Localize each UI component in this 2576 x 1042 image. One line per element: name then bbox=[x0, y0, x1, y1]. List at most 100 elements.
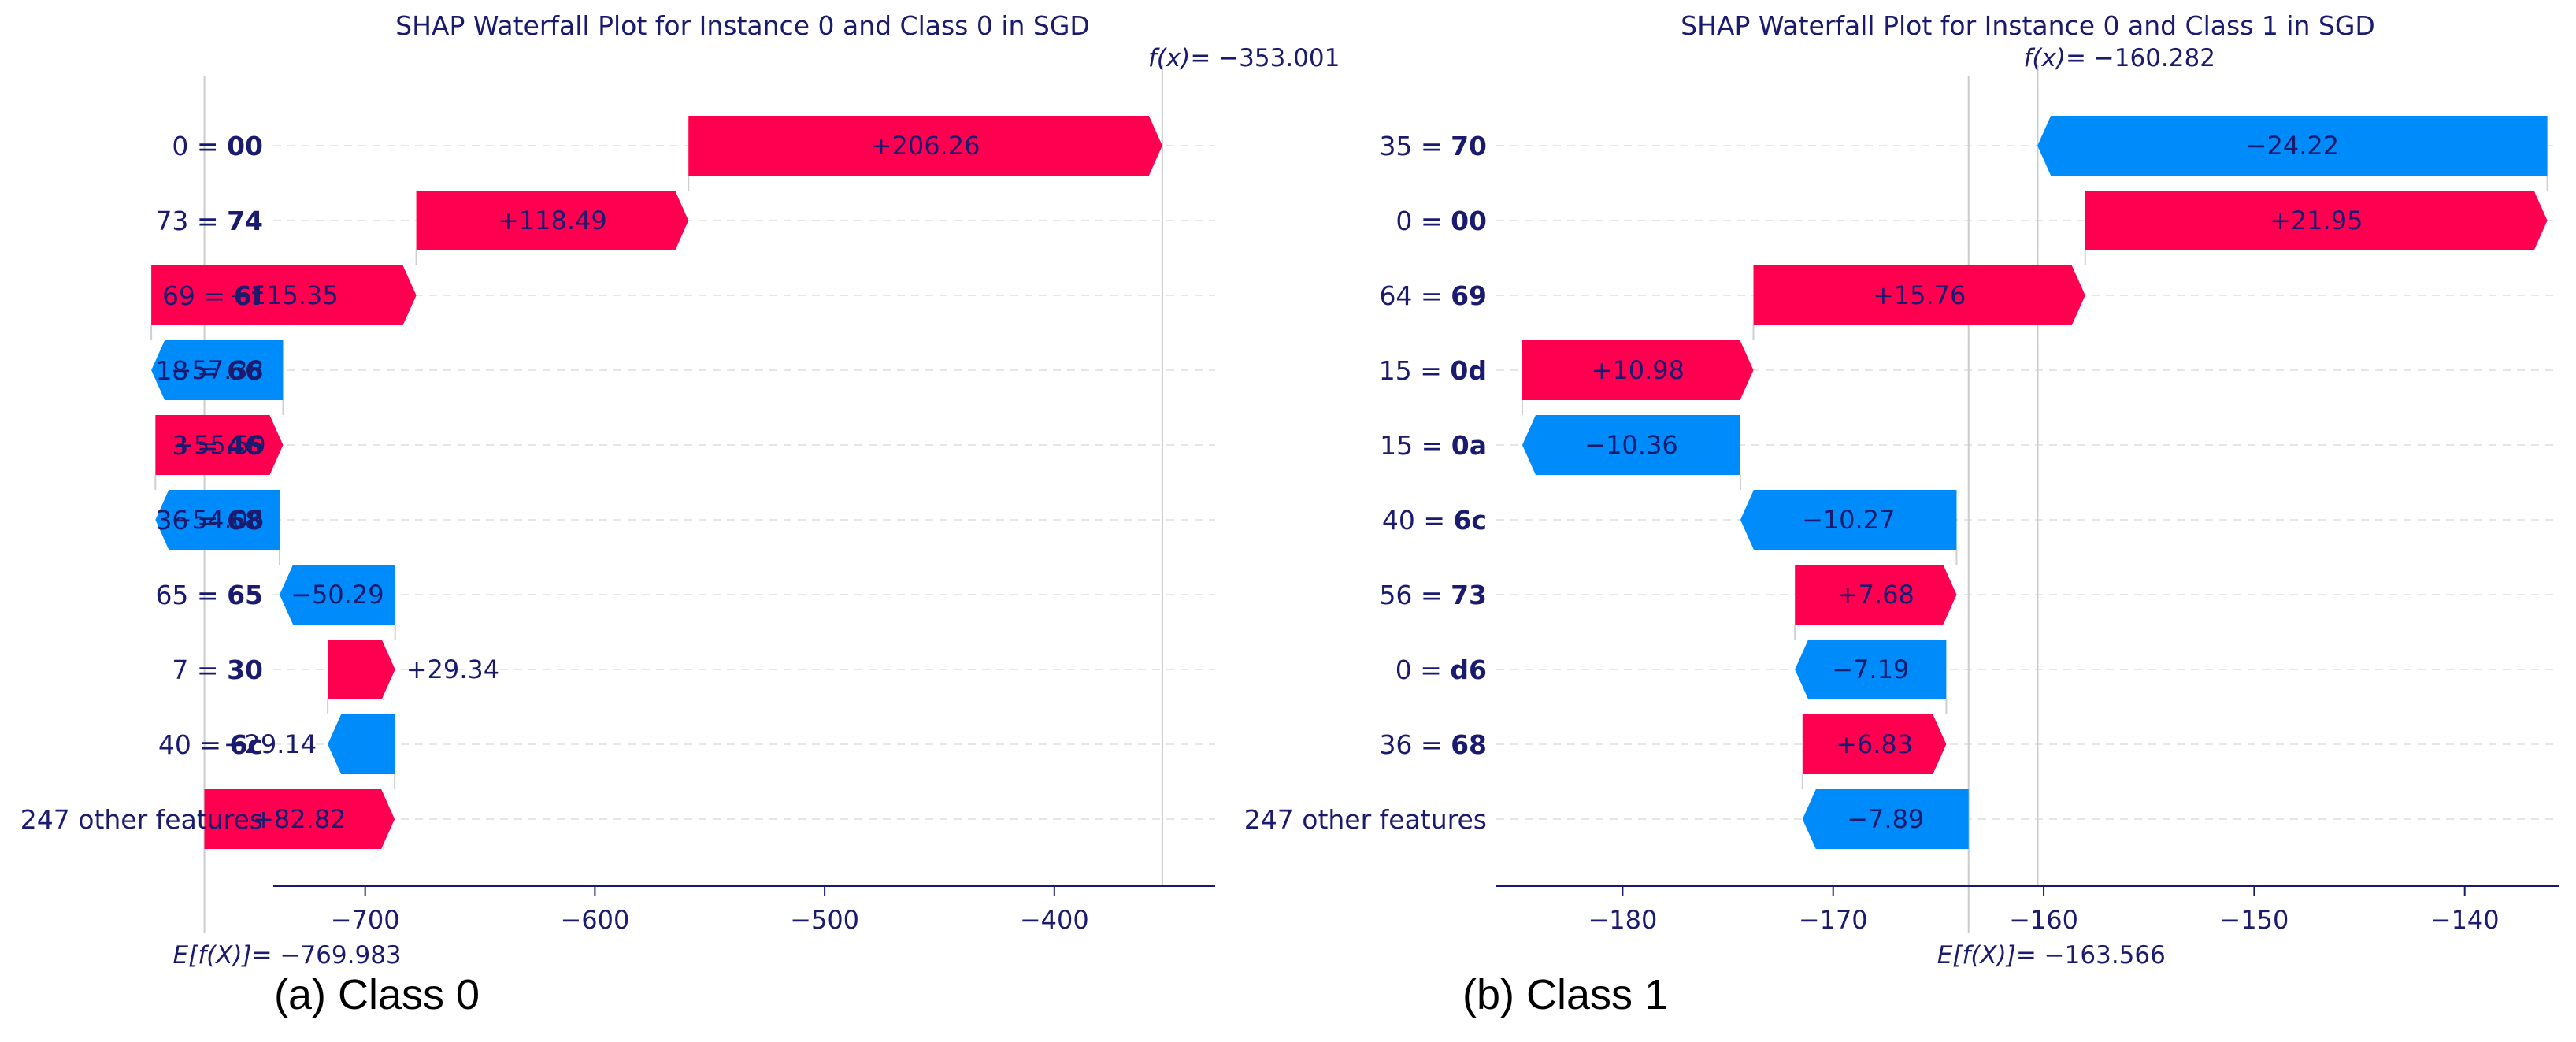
bar-value-label: −57.38 bbox=[171, 355, 264, 385]
feature-label: 40 = 6c bbox=[158, 729, 263, 760]
x-tick-label: −180 bbox=[1588, 905, 1657, 935]
feature-name: 0 = bbox=[1395, 206, 1451, 236]
feature-name: 7 = bbox=[172, 654, 227, 685]
feature-name: 3 = bbox=[172, 430, 227, 461]
bar-value-label: +10.98 bbox=[1592, 355, 1685, 385]
feature-value: 6f bbox=[234, 280, 264, 311]
bar-3 bbox=[151, 340, 284, 400]
feature-value: 68 bbox=[227, 505, 263, 536]
feature-name: 36 = bbox=[155, 505, 227, 536]
bar-8 bbox=[1802, 714, 1947, 774]
expected-value-label: E[f(X)]= −769.983 bbox=[173, 941, 402, 970]
caption-class-0: (a) Class 0 bbox=[274, 971, 480, 1018]
bar-7 bbox=[328, 640, 395, 699]
x-tick-label: −600 bbox=[560, 905, 629, 935]
bar-value-label: +29.34 bbox=[406, 654, 499, 684]
final-value-text: = −353.001 bbox=[1190, 44, 1340, 72]
bar-9 bbox=[1802, 789, 1969, 849]
bar-value-label: +7.68 bbox=[1837, 580, 1914, 610]
bar-value-label: +21.95 bbox=[2270, 206, 2363, 235]
bar-value-label: −10.36 bbox=[1585, 430, 1677, 460]
feature-name: 56 = bbox=[1379, 580, 1451, 610]
feature-label: 0 = 00 bbox=[1395, 206, 1487, 236]
feature-name: 40 = bbox=[158, 729, 230, 760]
bar-9 bbox=[204, 789, 395, 849]
feature-value: 6c bbox=[1453, 505, 1487, 536]
feature-name: 18 = bbox=[155, 355, 227, 386]
feature-label: 56 = 73 bbox=[1379, 580, 1487, 610]
feature-value: 73 bbox=[1451, 580, 1487, 610]
bar-value-label: −7.19 bbox=[1832, 654, 1909, 684]
bar-value-label: +206.26 bbox=[871, 131, 980, 161]
bar-6 bbox=[280, 565, 395, 625]
feature-value: 00 bbox=[1451, 206, 1487, 236]
feature-name: 69 = bbox=[162, 280, 234, 311]
bar-3 bbox=[1522, 340, 1754, 400]
feature-value: 65 bbox=[227, 580, 263, 610]
feature-name: 65 = bbox=[155, 580, 227, 610]
bar-4 bbox=[155, 415, 284, 475]
final-value-symbol: f(x) bbox=[2024, 44, 2066, 72]
feature-label: 40 = 6c bbox=[1382, 505, 1487, 536]
bar-value-label: −54.06 bbox=[171, 505, 264, 535]
bar-5 bbox=[155, 490, 280, 550]
final-value-text: = −160.282 bbox=[2066, 44, 2215, 72]
final-value-label: f(x)= −353.001 bbox=[1148, 44, 1340, 72]
x-tick-label: −170 bbox=[1799, 905, 1868, 935]
x-tick-label: −500 bbox=[790, 905, 859, 935]
feature-name: 247 other features bbox=[20, 804, 263, 835]
feature-label: 18 = 66 bbox=[155, 355, 263, 386]
feature-name: 0 = bbox=[1395, 654, 1451, 685]
feature-value: 0d bbox=[1450, 355, 1487, 386]
x-tick-label: −140 bbox=[2430, 905, 2500, 935]
expected-value-text: = −163.566 bbox=[2016, 941, 2166, 970]
bar-1 bbox=[2085, 191, 2548, 250]
feature-value: 46 bbox=[227, 430, 263, 461]
feature-value: 00 bbox=[227, 131, 263, 161]
feature-name: 0 = bbox=[172, 131, 227, 161]
feature-label: 0 = d6 bbox=[1395, 654, 1487, 685]
feature-name: 40 = bbox=[1382, 505, 1454, 536]
bar-4 bbox=[1522, 415, 1740, 475]
feature-label: 247 other features bbox=[1244, 804, 1487, 835]
feature-label: 64 = 69 bbox=[1379, 280, 1487, 311]
feature-value: 70 bbox=[1451, 131, 1487, 161]
bar-value-label: +15.76 bbox=[1873, 280, 1966, 310]
feature-label: 73 = 74 bbox=[155, 206, 263, 236]
x-tick-label: −160 bbox=[2009, 905, 2078, 935]
x-tick-label: −400 bbox=[1020, 905, 1089, 935]
bar-1 bbox=[416, 191, 689, 250]
bar-5 bbox=[1740, 490, 1957, 550]
bar-value-label: +118.49 bbox=[498, 206, 607, 235]
expected-value-text: = −769.983 bbox=[252, 941, 402, 970]
bar-value-label: −50.29 bbox=[291, 580, 384, 610]
expected-value-symbol: E[f(X)] bbox=[1937, 941, 2016, 970]
feature-name: 35 = bbox=[1379, 131, 1451, 161]
waterfall-chart-class-1: −24.22 35 = 70 +21.95 0 = 00 +15.76 64 = 69 +1… bbox=[1244, 10, 2559, 970]
feature-name: 73 = bbox=[155, 206, 227, 236]
bar-value-label: −7.89 bbox=[1847, 804, 1924, 834]
bar-value-label: −10.27 bbox=[1802, 505, 1895, 535]
expected-value-label: E[f(X)]= −163.566 bbox=[1937, 941, 2166, 970]
bar-value-label: +6.83 bbox=[1836, 729, 1913, 759]
feature-value: 6c bbox=[229, 729, 263, 760]
feature-value: 69 bbox=[1451, 280, 1487, 311]
feature-name: 64 = bbox=[1379, 280, 1451, 311]
chart-title: SHAP Waterfall Plot for Instance 0 and C… bbox=[1681, 10, 2375, 41]
bar-7 bbox=[1795, 640, 1947, 699]
feature-value: 0a bbox=[1451, 430, 1487, 461]
feature-name: 15 = bbox=[1379, 355, 1451, 386]
feature-label: 0 = 00 bbox=[172, 131, 263, 161]
feature-label: 65 = 65 bbox=[155, 580, 263, 610]
feature-label: 247 other features bbox=[20, 804, 263, 835]
final-value-symbol: f(x) bbox=[1148, 44, 1190, 72]
bar-value-label: +55.59 bbox=[172, 430, 265, 460]
feature-value: 74 bbox=[227, 206, 263, 236]
bar-0 bbox=[688, 116, 1162, 176]
bar-0 bbox=[2037, 116, 2548, 176]
feature-label: 3 = 46 bbox=[172, 430, 263, 461]
final-value-label: f(x)= −160.282 bbox=[2024, 44, 2215, 72]
caption-class-1: (b) Class 1 bbox=[1462, 971, 1669, 1018]
feature-value: 68 bbox=[1451, 729, 1487, 760]
